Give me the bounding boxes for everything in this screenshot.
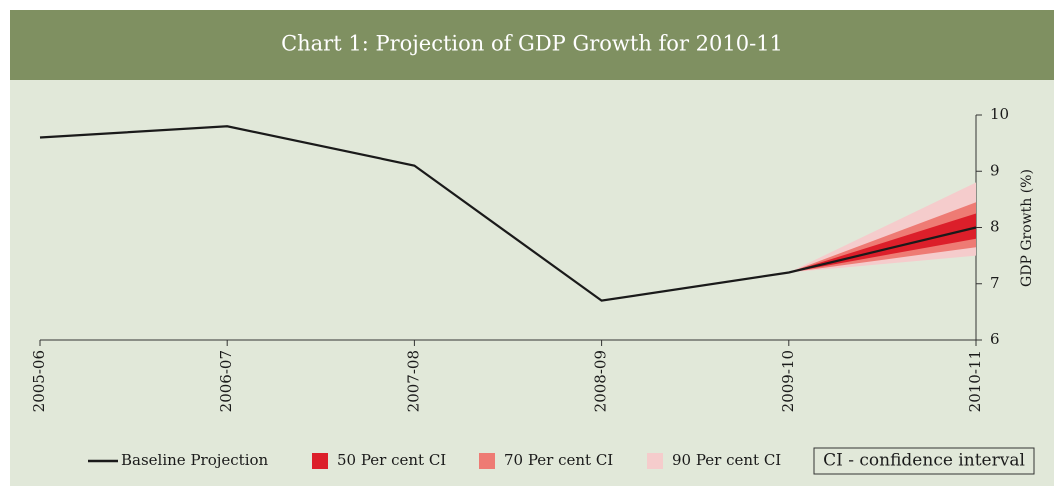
- x-tick-label: 2007-08: [404, 350, 422, 412]
- y-tick-label: 7: [990, 274, 1000, 292]
- legend-swatch: [479, 453, 495, 469]
- confidence-band: [788, 213, 976, 273]
- y-tick-label: 6: [990, 330, 1000, 348]
- y-axis-label: GDP Growth (%): [1019, 169, 1035, 287]
- annotation-box: [813, 447, 1035, 475]
- chart-title: Chart 1: Projection of GDP Growth for 20…: [281, 32, 783, 56]
- legend-label: Baseline Projection: [121, 451, 269, 469]
- legend-label: 50 Per cent CI: [337, 451, 446, 469]
- title-bar: [10, 10, 1054, 80]
- baseline-line: [39, 125, 977, 302]
- x-tick-label: 2010-11: [966, 350, 984, 412]
- legend-label: 70 Per cent CI: [504, 451, 613, 469]
- x-tick-label: 2006-07: [217, 350, 235, 412]
- annotation: CI - confidence interval: [823, 451, 1025, 471]
- legend-swatch: [312, 453, 328, 469]
- legend-label: 90 Per cent CI: [672, 451, 781, 469]
- x-tick-label: 2008-09: [592, 350, 610, 412]
- y-tick-label: 10: [990, 105, 1009, 123]
- confidence-band: [788, 202, 976, 273]
- x-tick-label: 2005-06: [30, 350, 48, 412]
- y-tick-label: 8: [990, 218, 1000, 236]
- x-tick-label: 2009-10: [779, 350, 797, 412]
- legend-swatch: [647, 453, 663, 469]
- y-tick-label: 9: [990, 161, 1000, 179]
